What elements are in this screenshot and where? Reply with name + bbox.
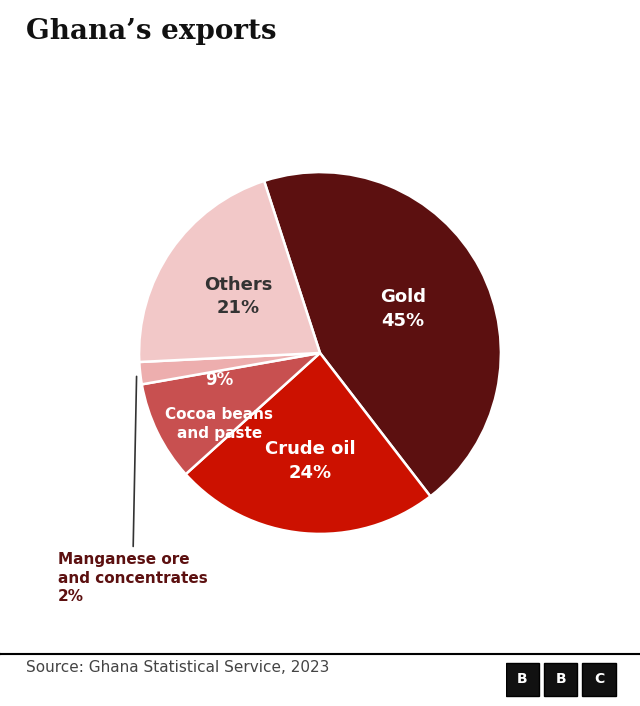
Text: Ghana’s exports: Ghana’s exports xyxy=(26,18,276,44)
Text: B: B xyxy=(517,672,527,686)
Text: Others
21%: Others 21% xyxy=(204,276,272,317)
Text: Gold
45%: Gold 45% xyxy=(380,288,426,330)
Wedge shape xyxy=(140,353,320,384)
Wedge shape xyxy=(186,353,430,534)
FancyBboxPatch shape xyxy=(544,663,577,695)
Text: B: B xyxy=(556,672,566,686)
Text: Crude oil
24%: Crude oil 24% xyxy=(265,441,356,482)
Wedge shape xyxy=(139,181,320,362)
FancyBboxPatch shape xyxy=(506,663,539,695)
Text: 9%: 9% xyxy=(205,371,234,390)
Wedge shape xyxy=(142,353,320,474)
Wedge shape xyxy=(264,172,501,496)
Text: C: C xyxy=(594,672,604,686)
FancyBboxPatch shape xyxy=(582,663,616,695)
Text: Source: Ghana Statistical Service, 2023: Source: Ghana Statistical Service, 2023 xyxy=(26,659,329,675)
Text: Cocoa beans
and paste: Cocoa beans and paste xyxy=(165,407,273,441)
Text: Manganese ore
and concentrates
2%: Manganese ore and concentrates 2% xyxy=(58,376,207,604)
